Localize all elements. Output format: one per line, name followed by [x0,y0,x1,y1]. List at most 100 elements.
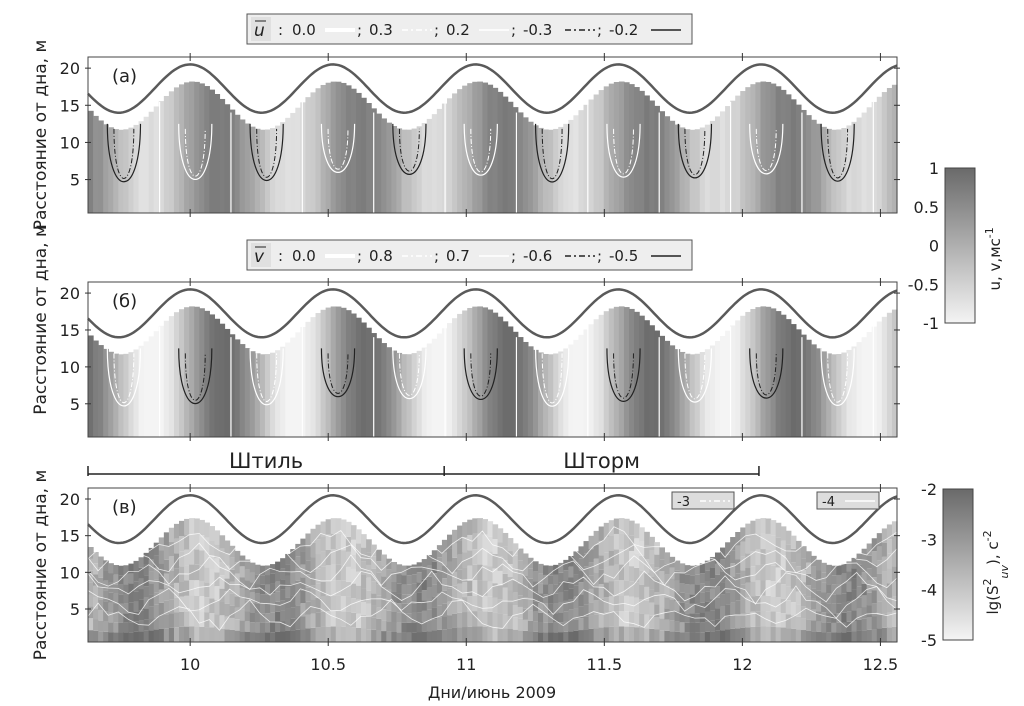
heatmap-cell [689,632,696,642]
heatmap-cell [618,518,625,534]
heatmap-cell [679,622,686,633]
heatmap-cell [239,566,246,578]
heatmap-cell [775,612,782,628]
heatmap-cell [704,611,711,622]
heatmap-cell [558,622,564,633]
heatmap-cell [891,566,898,582]
legend-entry-sep: ; [357,247,362,265]
heatmap-cell [512,331,519,437]
heatmap-cell [755,549,762,566]
heatmap-cell [684,584,691,594]
heatmap-cell [674,580,681,592]
heatmap-cell [538,573,544,584]
heatmap-cell [841,612,848,623]
heatmap-cell [234,607,241,620]
heatmap-cell [497,556,504,571]
heatmap-cell [512,568,519,581]
heatmap-cell [593,614,600,629]
heatmap-cell [891,581,898,597]
legend-symbol-bg [251,17,271,41]
heatmap-cell [249,582,256,593]
heatmap-cell [138,345,145,437]
heatmap-cell [441,565,448,579]
heatmap-cell [300,590,307,604]
heatmap-cell [108,592,114,603]
heatmap-cell [709,588,716,600]
panel-label: (б) [112,291,137,312]
heatmap-cell [522,586,529,598]
legend-entry-sep: ; [434,247,439,265]
heatmap-cell [472,595,478,612]
heatmap-cell [396,612,403,623]
heatmap-cell [795,616,802,630]
legend-entry-sep: ; [357,21,362,39]
heatmap-cell [128,563,135,574]
legend-entry-sep: ; [597,21,602,39]
heatmap-cell [355,543,362,558]
x-tick-label: 10 [180,655,200,674]
heatmap-cell [482,580,489,596]
heatmap-cell [259,613,266,623]
heatmap-cell [750,84,757,213]
heatmap-cell [780,584,787,599]
heatmap-cell [800,606,807,619]
contour-line [87,598,898,631]
heatmap-cell [497,613,504,628]
heatmap-cell [376,338,382,437]
heatmap-cell [179,551,185,567]
heatmap-cell [618,81,625,213]
heatmap-cell [219,601,226,616]
heatmap-cell [891,536,898,552]
heatmap-cell [128,593,135,603]
heatmap-cell [760,549,767,565]
heatmap-cell [866,107,873,213]
heatmap-cell [603,612,610,628]
heatmap-cell [477,564,483,581]
heatmap-cell [644,545,650,560]
heatmap-cell [431,596,438,608]
heatmap-cell [168,570,175,585]
colorbar-tick-label: 1 [929,159,939,178]
heatmap-cell [785,614,792,629]
heatmap-cell [487,551,494,567]
heatmap-cell [856,619,863,631]
heatmap-cell [148,583,155,595]
heatmap-cell [866,331,873,437]
heatmap-cell [871,564,878,578]
heatmap-cell [325,626,332,642]
heatmap-cell [659,571,666,583]
contour-line [106,348,142,407]
heatmap-cell [881,613,888,628]
heatmap-cell [770,550,777,566]
heatmap-cell [720,571,726,583]
heatmap-cell [831,584,837,595]
heatmap-cell [168,556,175,571]
heatmap-cell [320,536,327,552]
heatmap-cell [315,524,322,540]
heatmap-cell [846,611,853,622]
heatmap-cell [750,611,757,627]
heatmap-cell [704,560,711,571]
heatmap-cell [371,605,377,618]
contour-line [827,128,849,179]
heatmap-cell [578,606,585,619]
heatmap-cell [527,620,534,632]
heatmap-cell [876,96,883,213]
heatmap-cell [684,565,691,575]
heatmap-cell [745,538,751,554]
heatmap-cell [325,534,332,550]
heatmap-cell [755,534,762,550]
heatmap-cell [249,572,256,583]
heatmap-cell [684,632,691,642]
heatmap-cell [436,333,443,437]
heatmap-cell [603,597,610,613]
heatmap-cell [275,591,281,602]
heatmap-cell [355,557,362,572]
heatmap-cell [204,597,210,613]
heatmap-cell [477,81,483,213]
colorbar-label-part: lg(S [984,585,1002,614]
heatmap-cell [128,573,135,584]
heatmap-cell [694,584,701,594]
heatmap-cell [811,598,817,610]
heatmap-cell [527,346,534,437]
